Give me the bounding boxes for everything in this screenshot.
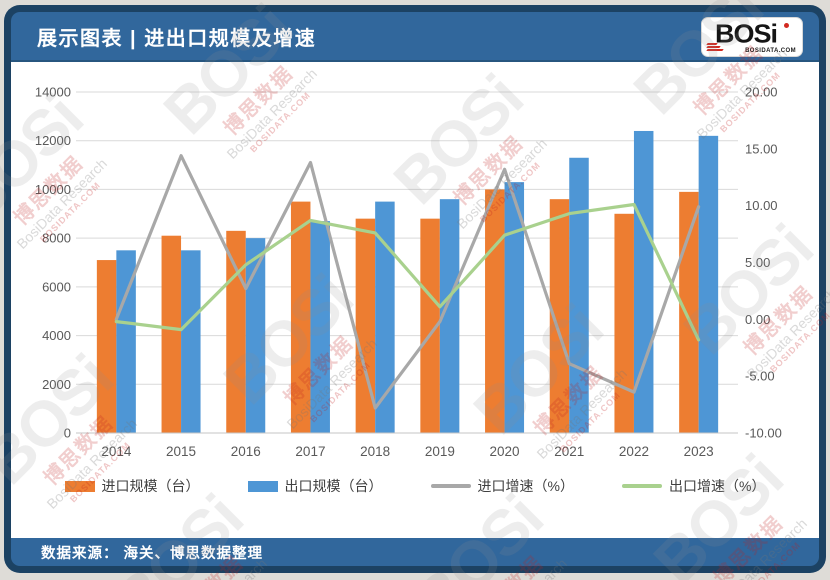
right-axis-tick-label: 20.00 bbox=[745, 85, 778, 100]
left-axis-tick-label: 8000 bbox=[42, 231, 71, 246]
left-axis-tick-label: 12000 bbox=[35, 133, 71, 148]
x-axis-tick-label: 2023 bbox=[684, 444, 714, 459]
left-axis-tick-label: 10000 bbox=[35, 182, 71, 197]
right-axis-tick-label: 15.00 bbox=[745, 141, 778, 156]
legend-label: 出口规模（台） bbox=[284, 478, 383, 494]
export-growth-line-swatch-icon bbox=[622, 484, 662, 488]
right-axis-tick-label: 0.00 bbox=[745, 312, 770, 327]
bar-2016 bbox=[226, 230, 246, 433]
x-axis-tick-label: 2020 bbox=[490, 444, 520, 459]
left-axis-tick-label: 14000 bbox=[35, 85, 71, 100]
import-growth-line-swatch-icon bbox=[430, 484, 471, 488]
x-axis-tick-label: 2019 bbox=[425, 444, 455, 459]
x-axis-tick-label: 2021 bbox=[554, 444, 584, 459]
right-axis-tick-label: 5.00 bbox=[745, 255, 770, 270]
logo-red-dot-icon bbox=[784, 23, 789, 28]
legend-item-import-bar: 进口规模（台） bbox=[64, 476, 200, 496]
import-bar-series bbox=[96, 189, 699, 433]
x-axis-tick-label: 2022 bbox=[619, 444, 649, 459]
bar-2019 bbox=[439, 199, 460, 433]
export-bar-series bbox=[116, 130, 719, 433]
chart-window: 展示图表 | 进出口规模及增速 BOSi BOSIDATA.COM 0 2000 4… bbox=[4, 5, 826, 573]
bar-2016 bbox=[245, 238, 266, 433]
left-axis-tick-label: 0 bbox=[64, 426, 71, 441]
combo-chart: 0 2000 4000 6000 8000 10000 12000 14000 -10.00 -5… bbox=[35, 85, 782, 460]
bar-2018 bbox=[375, 201, 395, 433]
x-axis-tick-label: 2018 bbox=[360, 444, 390, 459]
bar-2022 bbox=[633, 130, 654, 433]
legend-label: 出口增速（%） bbox=[669, 478, 766, 494]
bar-2023 bbox=[679, 191, 699, 433]
bar-2020 bbox=[485, 189, 505, 433]
bar-2014 bbox=[116, 250, 136, 433]
left-axis-tick-label: 4000 bbox=[42, 328, 71, 343]
export-growth-line bbox=[114, 202, 701, 342]
legend-label: 进口规模（台） bbox=[101, 478, 200, 494]
right-axis-tick-label: -10.00 bbox=[745, 426, 782, 441]
legend-item-export-growth: 出口增速（%） bbox=[622, 476, 765, 496]
bar-2018 bbox=[355, 218, 376, 433]
chart-area: 0 2000 4000 6000 8000 10000 12000 14000 -10.00 -5… bbox=[11, 62, 819, 538]
right-axis-tick-label: -5.00 bbox=[745, 369, 775, 384]
logo-domain: BOSIDATA.COM bbox=[745, 48, 796, 54]
bar-2017 bbox=[310, 221, 330, 433]
right-axis-tick-label: 10.00 bbox=[745, 198, 778, 213]
legend-item-import-growth: 进口增速（%） bbox=[430, 476, 574, 496]
bar-2017 bbox=[290, 201, 311, 433]
page-title: 展示图表 | 进出口规模及增速 bbox=[37, 27, 317, 50]
left-axis-tick-label: 6000 bbox=[42, 279, 71, 294]
x-axis-tick-label: 2017 bbox=[295, 444, 325, 459]
bar-2023 bbox=[698, 135, 719, 433]
bar-2021 bbox=[549, 199, 570, 433]
x-axis-tick-label: 2015 bbox=[166, 444, 196, 459]
left-axis-tick-label: 2000 bbox=[42, 377, 71, 392]
export-bar-swatch-icon bbox=[247, 480, 278, 492]
bar-2015 bbox=[161, 235, 182, 433]
bar-2014 bbox=[96, 260, 117, 433]
chart-legend: 进口规模（台） 出口规模（台） 进口增速（%） 出口增速（%） bbox=[11, 476, 819, 496]
legend-label: 进口增速（%） bbox=[477, 478, 574, 494]
bosi-logo: BOSi BOSIDATA.COM bbox=[701, 17, 803, 57]
data-source-note: 数据来源： 海关、博思数据整理 bbox=[41, 545, 264, 562]
bar-2021 bbox=[569, 157, 589, 433]
bar-2022 bbox=[614, 213, 634, 433]
import-bar-swatch-icon bbox=[64, 480, 95, 492]
legend-item-export-bar: 出口规模（台） bbox=[247, 476, 383, 496]
logo-stripes-icon bbox=[706, 42, 725, 52]
bar-2020 bbox=[504, 182, 525, 433]
import-growth-line bbox=[114, 154, 701, 410]
x-axis-tick-label: 2014 bbox=[101, 444, 132, 459]
x-axis-tick-label: 2016 bbox=[231, 444, 261, 459]
bar-2019 bbox=[420, 218, 440, 433]
header-bar: 展示图表 | 进出口规模及增速 BOSi BOSIDATA.COM bbox=[11, 12, 819, 62]
bar-2015 bbox=[181, 250, 201, 433]
logo-wordmark: BOSi bbox=[715, 19, 778, 49]
footer-bar: 数据来源： 海关、博思数据整理 bbox=[11, 538, 819, 566]
